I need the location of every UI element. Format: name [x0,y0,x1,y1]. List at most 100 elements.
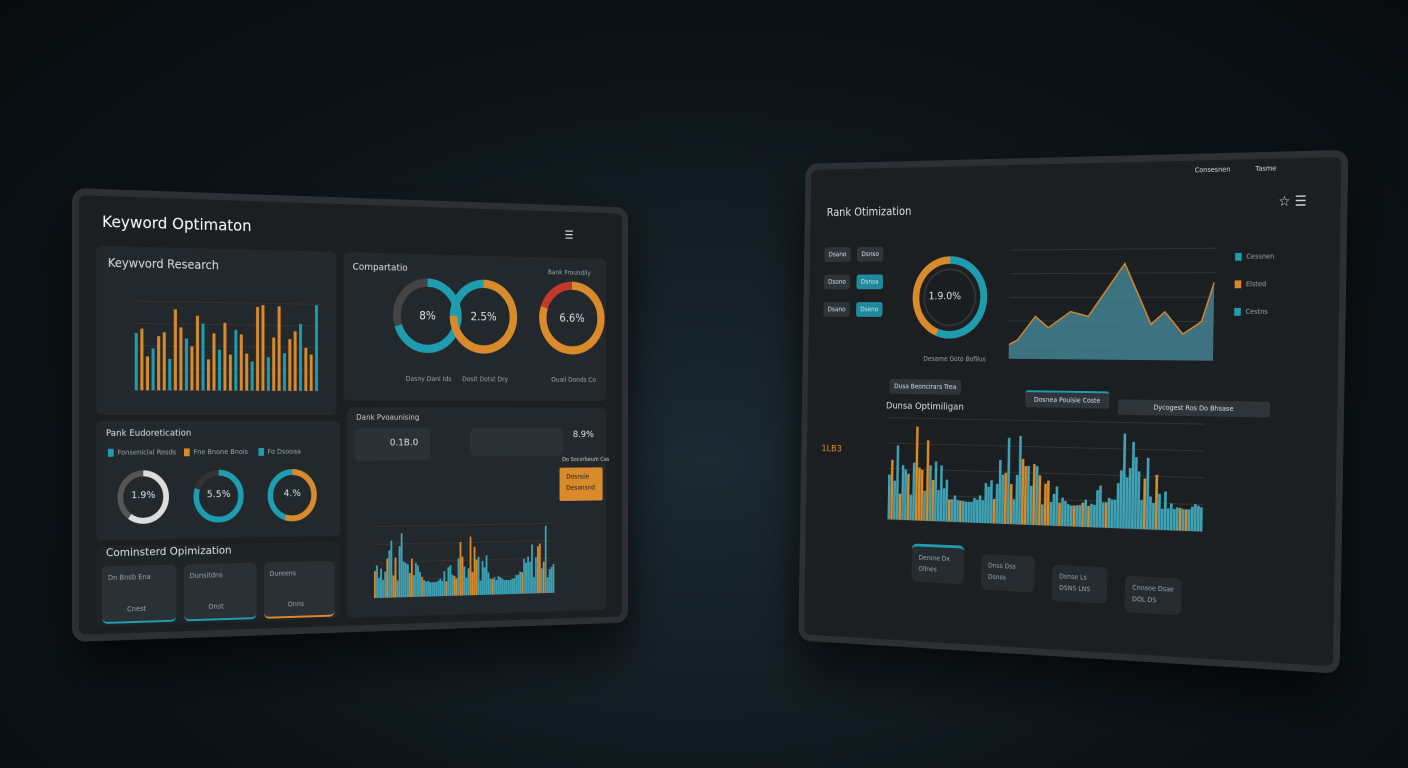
bar [261,305,265,391]
bar [1086,505,1090,528]
bar [473,546,476,596]
callout-item: Dosnsie [566,472,590,481]
callout-title: Do Socorbeum Cas [562,456,610,464]
bar [447,567,450,596]
grid-line [135,368,321,369]
bar [404,562,407,598]
legend-item: Fonseniclal Rosds [107,448,177,457]
card: Dunsitdns Onst [184,562,257,622]
bar-chart [374,591,629,742]
menu-icon[interactable]: ☆ ☰ [1278,193,1307,211]
card-title: Dunsitdns [189,571,223,580]
bar [495,580,498,595]
button[interactable]: Dsano [823,302,850,317]
bar [459,541,462,596]
legend-item: Elsted [1234,280,1267,289]
bar [901,465,905,520]
bar [293,331,297,391]
nav-item[interactable]: Tasme [1255,164,1277,173]
bar [906,473,910,521]
card: Dnss Dss Dsnss [980,553,1035,593]
button[interactable]: Dsano [824,247,851,262]
bar [550,566,553,593]
bar [984,483,988,524]
card: Cnnsoe Dsae DOL DS [1124,575,1182,616]
bar [922,490,926,521]
bar [964,501,968,523]
bar [134,332,138,391]
chart-title: Dunsa Optimiligan [885,400,964,413]
bar [1107,497,1111,528]
bar [1119,470,1123,529]
bar [483,567,486,595]
bar [1069,505,1073,527]
bar [1139,499,1143,530]
bar [410,558,413,597]
action-button[interactable]: Dusa Beoncirars Trea [889,378,962,395]
bar [453,575,456,596]
bar [157,336,161,391]
tab[interactable]: Dycogest Ros Do Bhsase [1117,399,1271,418]
menu-icon[interactable]: ☰ [564,228,574,242]
bar [531,544,533,594]
bar [536,546,539,594]
bar [995,483,999,524]
bar [525,562,527,594]
bar [501,578,504,595]
button[interactable]: Dsono [823,274,851,290]
bar [173,309,177,391]
bar [1142,478,1147,530]
legend-item: Cessnen [1235,252,1275,261]
tab[interactable]: Dosnea Pouisie Coste [1025,390,1110,409]
nav-item[interactable]: Consesnen [1194,165,1231,175]
bar [1063,500,1067,527]
legend-item: Fo Dsooaa [258,447,301,456]
panel-title: Dank Pvoaunising [356,413,420,422]
grid-line [135,346,321,348]
bar [1148,496,1152,530]
grid-line [889,418,1204,424]
donut-value: 6.6% [559,311,585,325]
bar [931,479,935,522]
bar [1012,499,1016,525]
bar [978,495,982,523]
bar [1075,505,1079,527]
bar [1190,506,1194,532]
bar [223,322,227,391]
bar [382,579,385,598]
card-button[interactable]: Onst [208,602,224,611]
button[interactable]: Dseno [856,302,883,317]
card-button[interactable]: Onns [287,600,305,609]
bar [548,569,551,593]
bar [533,577,535,594]
bar [465,577,468,596]
bar [1052,493,1056,526]
bar [419,571,421,597]
bar [272,337,276,391]
bar [509,579,512,595]
bar [373,570,376,599]
bar [421,576,423,597]
bar [523,558,526,594]
bar [1057,502,1061,527]
bar [412,575,415,597]
bar [912,462,916,521]
card: Dsnse Ls DSNS LNS [1051,564,1108,604]
grid-line [374,523,555,526]
button[interactable]: Dsnsa [856,274,884,290]
bar [266,357,270,391]
bar [400,533,403,598]
bar [967,501,971,523]
bar [471,571,474,596]
bar [1015,474,1019,525]
callout: Do Socorbeum Cas Dosnsie Desansnd [559,456,609,502]
bar [489,578,492,595]
bar [493,577,496,595]
button[interactable]: Dsnso [856,246,884,262]
bar [415,562,417,597]
card-button[interactable]: Cnest [127,604,147,614]
bar [406,564,409,598]
bar [552,563,555,593]
bar [1055,486,1059,526]
